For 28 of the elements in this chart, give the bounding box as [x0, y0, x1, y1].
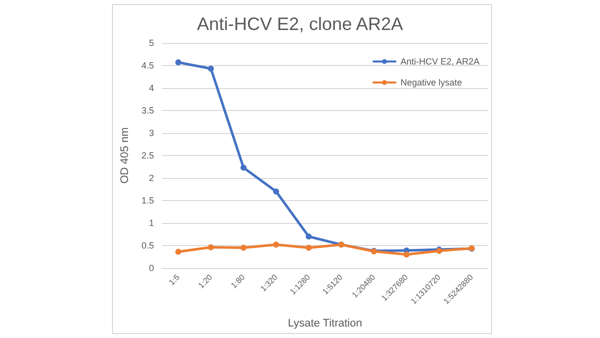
point — [175, 248, 182, 255]
y-tick-label: 3.5 — [141, 106, 154, 116]
point — [208, 244, 214, 250]
point — [273, 242, 280, 248]
y-tick-label: 3 — [148, 128, 154, 138]
point — [240, 164, 246, 171]
y-tick-label: 0 — [148, 263, 154, 273]
y-tick-label: 1.5 — [141, 196, 154, 206]
point — [404, 252, 410, 258]
y-tick-label: 5 — [148, 38, 154, 48]
point — [240, 244, 246, 251]
y-axis-title: OD 405 nm — [119, 127, 132, 184]
chart-title: Anti-HCV E2, clone AR2A — [196, 14, 404, 34]
x-tick-label: 1:5 — [167, 272, 182, 288]
y-tick-label: 2 — [148, 173, 154, 183]
y-tick-label: 2.5 — [141, 150, 154, 160]
x-axis-title: Lysate Titration — [288, 318, 362, 330]
legend-label: Negative lysate — [400, 78, 462, 88]
point — [175, 59, 182, 66]
legend-label: Anti-HCV E2, AR2A — [400, 56, 480, 66]
y-tick-label: 4 — [148, 83, 154, 93]
y-tick-label: 0.5 — [141, 240, 154, 250]
point — [306, 234, 312, 240]
point — [306, 244, 312, 251]
point — [273, 188, 280, 194]
y-tick-label: 1 — [148, 218, 154, 228]
y-tick-label: 4.5 — [141, 60, 154, 70]
point — [208, 66, 214, 72]
